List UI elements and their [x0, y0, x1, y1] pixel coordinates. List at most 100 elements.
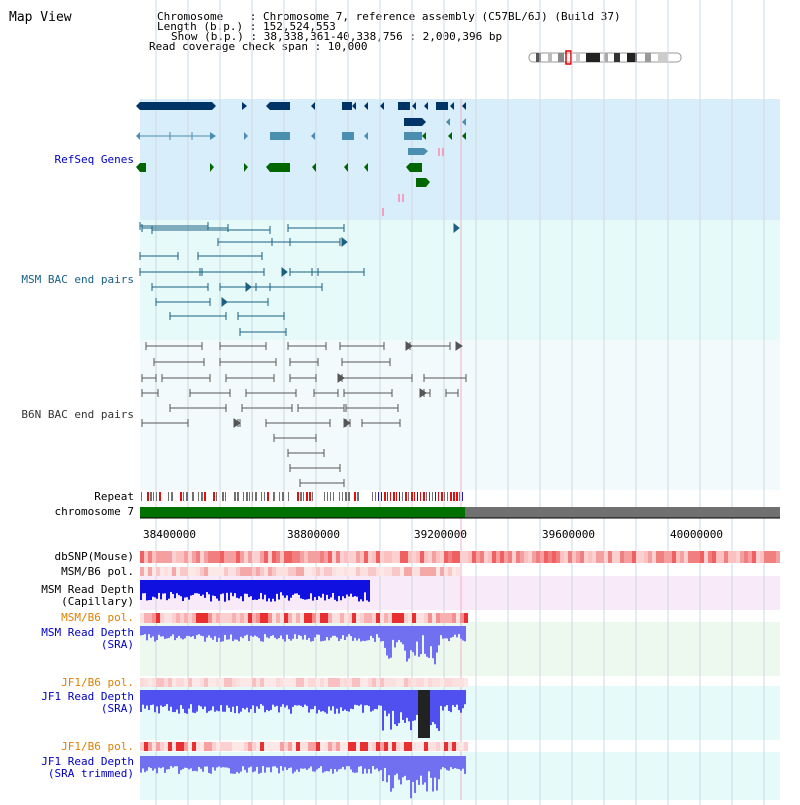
- refseq-genes[interactable]: [136, 102, 466, 216]
- heat-cell: [616, 551, 620, 563]
- depth-bar: [400, 626, 402, 643]
- heat-cell: [548, 551, 552, 563]
- msm-bac-end-pairs[interactable]: [139, 222, 460, 336]
- heat-cell: [272, 551, 276, 563]
- heat-cell: [320, 551, 324, 563]
- depth-bar: [316, 690, 318, 714]
- heat-cell: [452, 678, 456, 687]
- depth-bar: [390, 756, 392, 792]
- heat-cell: [696, 551, 700, 563]
- depth-bar: [380, 756, 382, 771]
- heat-cell: [300, 678, 304, 687]
- depth-bar: [196, 690, 198, 712]
- depth-bar: [444, 690, 446, 707]
- depth-bar: [276, 626, 278, 640]
- heat-cell: [444, 551, 448, 563]
- gene: [412, 102, 416, 110]
- gene: [408, 148, 424, 155]
- depth-bar: [284, 756, 286, 768]
- heat-cell: [260, 678, 264, 687]
- heat-cell: [744, 551, 748, 563]
- heat-cell: [364, 613, 368, 623]
- depth-bar: [176, 756, 178, 767]
- jf1-b6-pol-track-2[interactable]: [140, 742, 468, 751]
- track-label-msm-pol-1: MSM/B6 pol.: [61, 565, 134, 578]
- depth-bar: [264, 756, 266, 773]
- depth-bar: [414, 690, 416, 721]
- depth-bar: [356, 580, 358, 597]
- depth-bar: [284, 580, 286, 598]
- depth-bar: [158, 690, 160, 714]
- b6n-bac-end-pairs[interactable]: [141, 341, 467, 487]
- depth-bar: [462, 756, 464, 769]
- depth-bar: [198, 580, 200, 594]
- heat-cell: [524, 551, 528, 563]
- bac-arrow: [337, 373, 345, 383]
- heat-cell: [248, 678, 252, 687]
- repeat-element: [282, 492, 284, 501]
- depth-bar: [432, 626, 434, 659]
- depth-bar: [414, 626, 416, 656]
- heat-cell: [580, 551, 584, 563]
- msm-b6-pol-track-2[interactable]: [140, 613, 468, 623]
- heat-cell: [308, 567, 312, 576]
- heat-cell: [220, 551, 224, 563]
- msm-b6-pol-track-1[interactable]: [140, 567, 460, 576]
- heat-cell: [416, 613, 420, 623]
- heat-cell: [332, 678, 336, 687]
- depth-bar: [456, 626, 458, 638]
- heat-cell: [380, 742, 384, 751]
- heat-cell: [180, 551, 184, 563]
- depth-bar: [332, 580, 334, 593]
- chromosome-ideogram[interactable]: [528, 50, 682, 65]
- msm-read-depth-capillary[interactable]: [140, 580, 370, 602]
- heat-cell: [412, 613, 416, 623]
- heat-cell: [232, 613, 236, 623]
- depth-bar: [204, 690, 206, 707]
- depth-bar: [148, 626, 150, 635]
- depth-bar: [314, 690, 316, 707]
- depth-bar: [282, 690, 284, 705]
- jf1-read-depth-sra[interactable]: [140, 690, 466, 738]
- jf1-b6-pol-track-1[interactable]: [140, 678, 468, 687]
- heat-cell: [300, 551, 304, 563]
- heat-cell: [264, 567, 268, 576]
- heat-cell: [448, 613, 452, 623]
- heat-cell: [400, 613, 404, 623]
- heat-cell: [464, 551, 468, 563]
- heat-cell: [340, 613, 344, 623]
- heat-cell: [764, 551, 768, 563]
- depth-bar: [198, 690, 200, 706]
- heat-cell: [456, 742, 460, 751]
- heat-cell: [760, 551, 764, 563]
- repeat-element: [342, 492, 343, 501]
- heat-cell: [540, 551, 544, 563]
- depth-bar: [212, 756, 214, 768]
- depth-bar: [292, 756, 294, 774]
- depth-bar: [312, 756, 314, 772]
- depth-bar: [352, 626, 354, 641]
- heat-cell: [164, 678, 168, 687]
- dbsnp-track[interactable]: [140, 551, 780, 563]
- repeat-element: [198, 492, 199, 501]
- heat-cell: [248, 551, 252, 563]
- repeat-element: [309, 492, 311, 501]
- repeat-element: [222, 492, 224, 501]
- depth-bar: [238, 626, 240, 642]
- heat-cell: [216, 567, 220, 576]
- depth-bar: [218, 626, 220, 638]
- heat-cell: [276, 567, 280, 576]
- heat-cell: [220, 613, 224, 623]
- depth-bar: [328, 580, 330, 600]
- gene-arrow: [212, 102, 216, 110]
- jf1-read-depth-sra-trimmed[interactable]: [140, 756, 466, 799]
- depth-bar: [294, 580, 296, 594]
- repeat-element: [429, 492, 430, 501]
- msm-read-depth-sra[interactable]: [140, 626, 466, 665]
- repeat-track[interactable]: [141, 492, 463, 501]
- heat-cell: [284, 567, 288, 576]
- depth-bar: [426, 756, 428, 792]
- heat-cell: [176, 678, 180, 687]
- heat-cell: [464, 678, 468, 687]
